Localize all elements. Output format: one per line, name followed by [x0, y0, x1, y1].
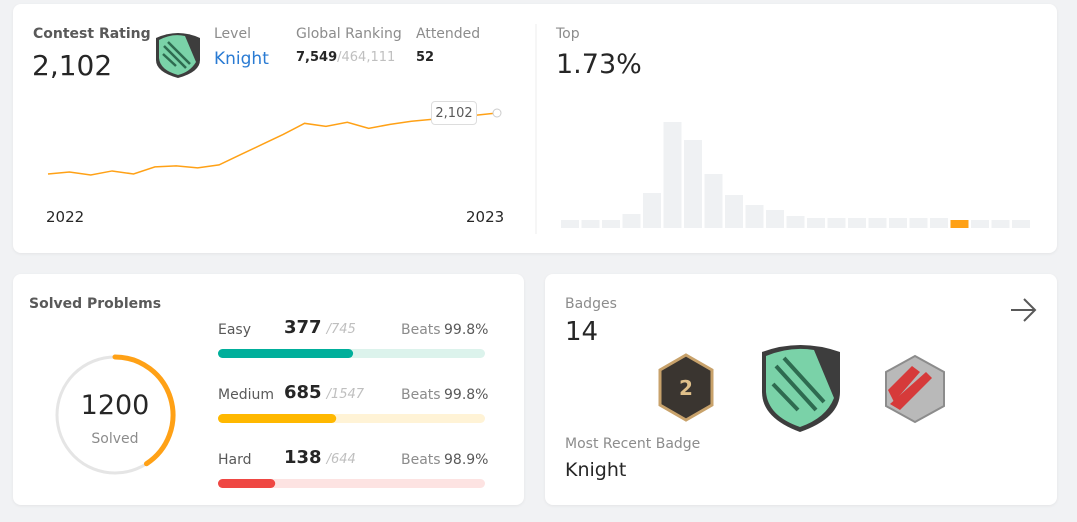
- total-value: /644: [326, 452, 356, 467]
- ranking-label: Global Ranking: [296, 26, 402, 42]
- solved-value: 685: [284, 382, 322, 403]
- solved-value: 377: [284, 317, 322, 338]
- total-value: /745: [326, 322, 356, 337]
- solved-title: Solved Problems: [29, 296, 162, 312]
- badges-count: 14: [565, 317, 599, 347]
- top-value: 1.73%: [556, 49, 642, 80]
- badges-title: Badges: [565, 296, 617, 312]
- contest-title: Contest Rating: [33, 26, 151, 42]
- difficulty-name: Medium: [218, 387, 274, 403]
- total-value: /1547: [326, 387, 365, 402]
- beats-value: 99.8%: [444, 322, 489, 338]
- ranking-line: 7,549/464,111: [296, 50, 395, 65]
- level: Knight: [214, 49, 269, 69]
- difficulty-name: Hard: [218, 452, 252, 468]
- beats-value: 99.8%: [444, 387, 489, 403]
- solved-label: Solved: [91, 431, 139, 447]
- beats-label: Beats: [401, 387, 441, 403]
- ranking-total: /464,111: [337, 50, 396, 65]
- solved-count: 1200: [80, 390, 150, 421]
- solved-value: 138: [284, 447, 322, 468]
- tooltip: 2,102: [431, 101, 477, 125]
- difficulty-name: Easy: [218, 322, 252, 338]
- contest-card: [13, 4, 1057, 253]
- attended: 52: [416, 50, 435, 65]
- top-label: Top: [556, 26, 580, 42]
- attended-label: Attended: [416, 26, 481, 42]
- recent-label: Most Recent Badge: [565, 436, 701, 452]
- ranking: 7,549: [296, 50, 338, 65]
- level-label: Level: [214, 26, 251, 42]
- beats-label: Beats: [401, 322, 441, 338]
- contest-rating: 2,102: [32, 49, 113, 82]
- beats-label: Beats: [401, 452, 441, 468]
- recent-badge: Knight: [565, 459, 627, 481]
- difficulty-count: 685/1547: [284, 382, 364, 403]
- difficulty-count: 138/644: [284, 447, 356, 468]
- beats-value: 98.9%: [444, 452, 489, 468]
- x-label: 2023: [466, 208, 505, 226]
- x-label: 2022: [46, 208, 85, 226]
- difficulty-count: 377/745: [284, 317, 356, 338]
